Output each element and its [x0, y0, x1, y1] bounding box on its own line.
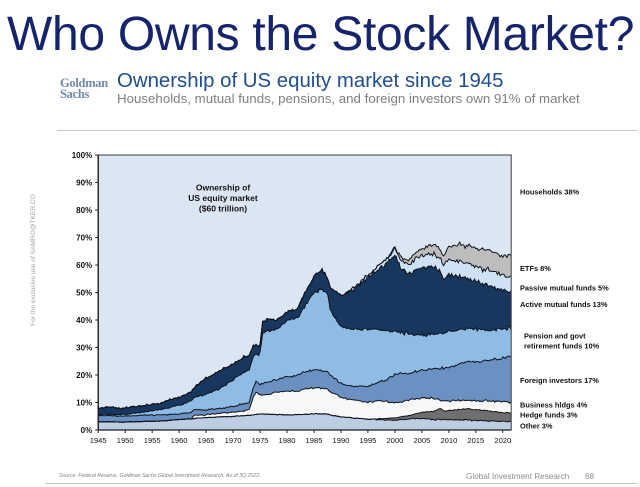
svg-text:1970: 1970: [225, 436, 242, 445]
svg-text:1995: 1995: [359, 436, 376, 445]
svg-text:2015: 2015: [467, 436, 484, 445]
svg-text:90%: 90%: [76, 178, 92, 187]
svg-text:retirement funds 10%: retirement funds 10%: [524, 342, 600, 351]
svg-text:Other 3%: Other 3%: [520, 422, 553, 431]
svg-text:1980: 1980: [279, 436, 296, 445]
svg-text:Passive mutual funds 5%: Passive mutual funds 5%: [520, 283, 609, 292]
svg-text:Pension and govt: Pension and govt: [524, 332, 586, 341]
svg-text:Foreign investors 17%: Foreign investors 17%: [520, 376, 599, 385]
svg-text:40%: 40%: [76, 316, 92, 325]
svg-text:1960: 1960: [171, 436, 188, 445]
svg-text:70%: 70%: [76, 233, 92, 242]
svg-text:US equity market: US equity market: [188, 193, 258, 203]
svg-text:($60 trillion): ($60 trillion): [199, 204, 247, 214]
svg-text:Business hldgs 4%: Business hldgs 4%: [520, 401, 588, 410]
svg-text:0%: 0%: [81, 426, 93, 435]
svg-text:1955: 1955: [144, 436, 161, 445]
svg-text:Active mutual funds 13%: Active mutual funds 13%: [520, 300, 608, 309]
svg-text:1990: 1990: [333, 436, 350, 445]
svg-text:2020: 2020: [494, 436, 511, 445]
svg-text:For the exclusive use of SAMRO: For the exclusive use of SAMRO@TKER.CO: [30, 194, 37, 326]
svg-text:1950: 1950: [117, 436, 134, 445]
svg-text:10%: 10%: [76, 398, 92, 407]
svg-text:2000: 2000: [386, 436, 403, 445]
svg-text:30%: 30%: [76, 343, 92, 352]
svg-text:2005: 2005: [413, 436, 430, 445]
svg-text:20%: 20%: [76, 371, 92, 380]
svg-text:1945: 1945: [90, 436, 107, 445]
svg-text:1975: 1975: [252, 436, 269, 445]
svg-text:100%: 100%: [72, 151, 92, 160]
svg-text:2010: 2010: [440, 436, 457, 445]
svg-text:Ownership of: Ownership of: [196, 183, 250, 193]
svg-text:Households 38%: Households 38%: [520, 188, 580, 197]
svg-text:80%: 80%: [76, 206, 92, 215]
svg-text:50%: 50%: [76, 288, 92, 297]
svg-text:Hedge funds 3%: Hedge funds 3%: [520, 411, 578, 420]
svg-text:ETFs 8%: ETFs 8%: [520, 264, 551, 273]
svg-text:60%: 60%: [76, 261, 92, 270]
svg-text:1965: 1965: [198, 436, 215, 445]
svg-text:1985: 1985: [306, 436, 323, 445]
